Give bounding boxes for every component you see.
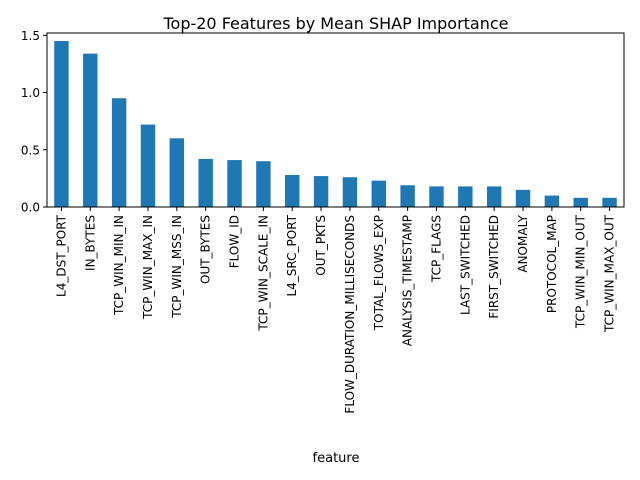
x-tick-label: FLOW_ID [228,215,242,268]
x-tick-label: TCP_WIN_MSS_IN [170,215,184,319]
bar-tcp-win-max-out [602,197,617,207]
y-tick-label: 1.0 [21,86,40,100]
y-tick-label: 0.5 [21,143,40,157]
plot-area-frame [46,32,625,208]
x-tick-label: OUT_PKTS [314,215,328,276]
bar-anomaly [515,189,531,207]
x-tick-label: FLOW_DURATION_MILLISECONDS [343,215,357,414]
x-tick-label: LAST_SWITCHED [458,215,472,315]
bar-tcp-win-min-in [111,98,127,207]
x-tick-label: TCP_WIN_MAX_OUT [603,214,617,333]
bar-first-switched [486,186,502,207]
bar-tcp-win-min-out [573,197,588,207]
x-tick-label: ANOMALY [516,214,530,272]
x-tick-label: L4_SRC_PORT [285,214,299,296]
bar-tcp-win-scale-in [256,161,271,207]
bar-out-pkts [313,176,329,207]
x-tick-label: OUT_BYTES [199,215,213,284]
x-tick-label: ANALYSIS_TIMESTAMP [401,215,415,346]
x-tick-labels: L4_DST_PORT IN_BYTES TCP_WIN_MIN_IN TCP_WIN… [54,207,617,414]
bar-tcp-flags [429,186,444,207]
bar-flow-duration-milliseconds [342,177,358,207]
x-tick-label: FIRST_SWITCHED [487,215,501,319]
y-tick-label: 1.5 [21,29,40,43]
chart-title: Top-20 Features by Mean SHAP Importance [162,14,508,33]
x-tick-label: TCP_FLAGS [429,215,443,283]
x-tick-label: IN_BYTES [83,215,97,271]
x-tick-label: TCP_WIN_SCALE_IN [256,215,270,332]
x-tick-label: TCP_WIN_MIN_OUT [574,214,588,329]
x-tick-label: TOTAL_FLOWS_EXP [372,215,386,331]
y-tick-label: 0.0 [21,201,40,215]
bar-l4-dst-port [54,41,69,208]
y-tick-labels: 0.0 0.5 1.0 1.5 [21,29,47,215]
bar-total-flows-exp [371,180,386,207]
bar-tcp-win-mss-in [169,138,185,207]
bar-out-bytes [198,158,213,207]
bar-protocol-map [544,195,560,207]
bar-in-bytes [83,53,98,207]
x-tick-label: TCP_WIN_MAX_IN [141,215,155,320]
bar-tcp-win-max-in [140,124,156,207]
bar-l4-src-port [285,174,300,207]
bar-analysis-timestamp [400,185,415,207]
bar-last-switched [458,186,473,207]
x-tick-label: PROTOCOL_MAP [545,215,559,313]
x-tick-label: L4_DST_PORT [54,214,68,297]
bar-flow-id [227,160,242,207]
bars-group [54,41,617,208]
x-tick-label: TCP_WIN_MIN_IN [112,215,126,316]
x-axis-label: feature [313,451,360,466]
